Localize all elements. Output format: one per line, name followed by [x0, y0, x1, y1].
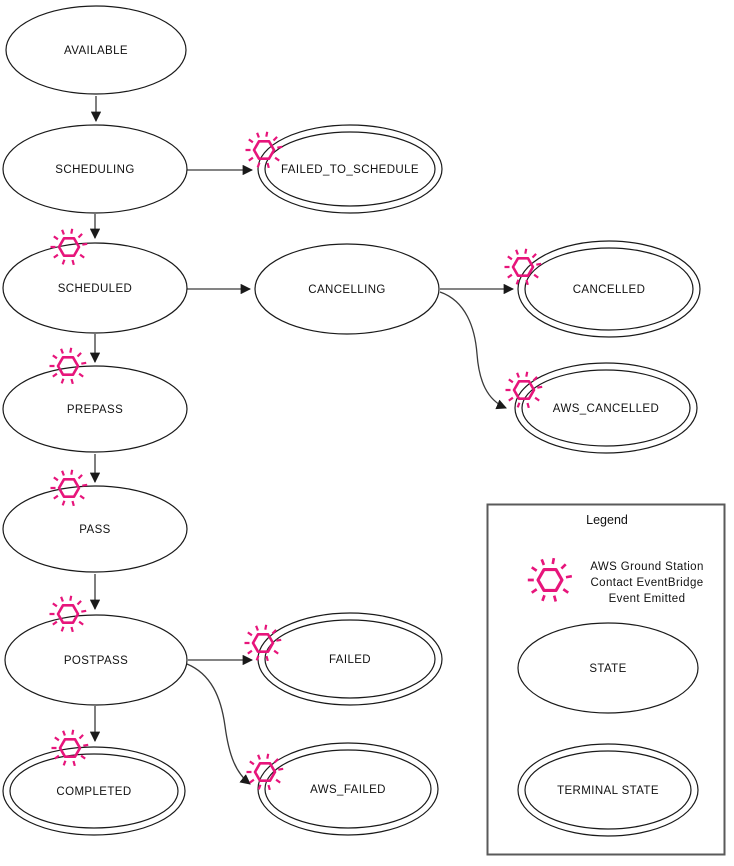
node-failed: FAILED	[257, 612, 443, 706]
edge-cancelling-aws-cancelled	[439, 291, 507, 410]
node-aws-failed: AWS_FAILED	[257, 742, 439, 836]
legend-terminal-state-inner-ellipse	[524, 750, 692, 830]
failed-to-schedule-label: FAILED_TO_SCHEDULE	[281, 164, 419, 176]
scheduling-label: SCHEDULING	[55, 164, 134, 176]
pass-ellipse	[2, 485, 188, 573]
node-aws-cancelled: AWS_CANCELLED	[514, 362, 698, 454]
available-label: AVAILABLE	[64, 45, 128, 57]
failed-label: FAILED	[329, 654, 371, 666]
legend-title: Legend	[586, 513, 628, 527]
node-cancelled: CANCELLED	[517, 240, 701, 338]
prepass-label: PREPASS	[67, 404, 123, 416]
node-failed-to-schedule: FAILED_TO_SCHEDULE	[257, 124, 443, 214]
node-pass: PASS	[2, 485, 188, 573]
node-cancelling: CANCELLING	[254, 243, 440, 335]
aws-failed-label: AWS_FAILED	[310, 784, 386, 796]
aws-failed-inner-ellipse	[264, 749, 432, 829]
legend: Legend AWS Ground Station Contact EventB…	[486, 503, 726, 856]
legend-event-line-1: AWS Ground Station	[590, 561, 704, 573]
legend-state-label: STATE	[589, 663, 626, 675]
completed-label: COMPLETED	[56, 786, 131, 798]
failed-inner-ellipse	[264, 619, 436, 699]
edges	[89, 96, 515, 785]
failed-to-schedule-inner-ellipse	[264, 131, 436, 207]
node-postpass: POSTPASS	[4, 614, 188, 706]
legend-state-ellipse	[517, 622, 699, 714]
available-ellipse	[5, 5, 187, 95]
legend-event-line-2: Contact EventBridge	[590, 577, 703, 589]
pass-label: PASS	[79, 524, 110, 536]
aws-cancelled-label: AWS_CANCELLED	[553, 403, 659, 415]
node-scheduled: SCHEDULED	[2, 242, 188, 334]
scheduled-ellipse	[2, 242, 188, 334]
scheduling-ellipse	[2, 124, 188, 214]
completed-inner-ellipse	[9, 753, 179, 829]
cancelled-inner-ellipse	[524, 247, 694, 331]
aws-cancelled-inner-ellipse	[521, 369, 691, 447]
cancelling-label: CANCELLING	[308, 284, 386, 296]
legend-event-line-3: Event Emitted	[609, 593, 686, 605]
cancelling-ellipse	[254, 243, 440, 335]
postpass-ellipse	[4, 614, 188, 706]
node-scheduling: SCHEDULING	[2, 124, 188, 214]
node-available: AVAILABLE	[5, 5, 187, 95]
postpass-label: POSTPASS	[64, 655, 128, 667]
legend-terminal-state-label: TERMINAL STATE	[557, 785, 659, 797]
cancelled-label: CANCELLED	[573, 284, 646, 296]
node-prepass: PREPASS	[2, 365, 188, 453]
edge-postpass-aws-failed	[186, 663, 251, 785]
prepass-ellipse	[2, 365, 188, 453]
node-completed: COMPLETED	[2, 746, 186, 836]
scheduled-label: SCHEDULED	[58, 283, 133, 295]
